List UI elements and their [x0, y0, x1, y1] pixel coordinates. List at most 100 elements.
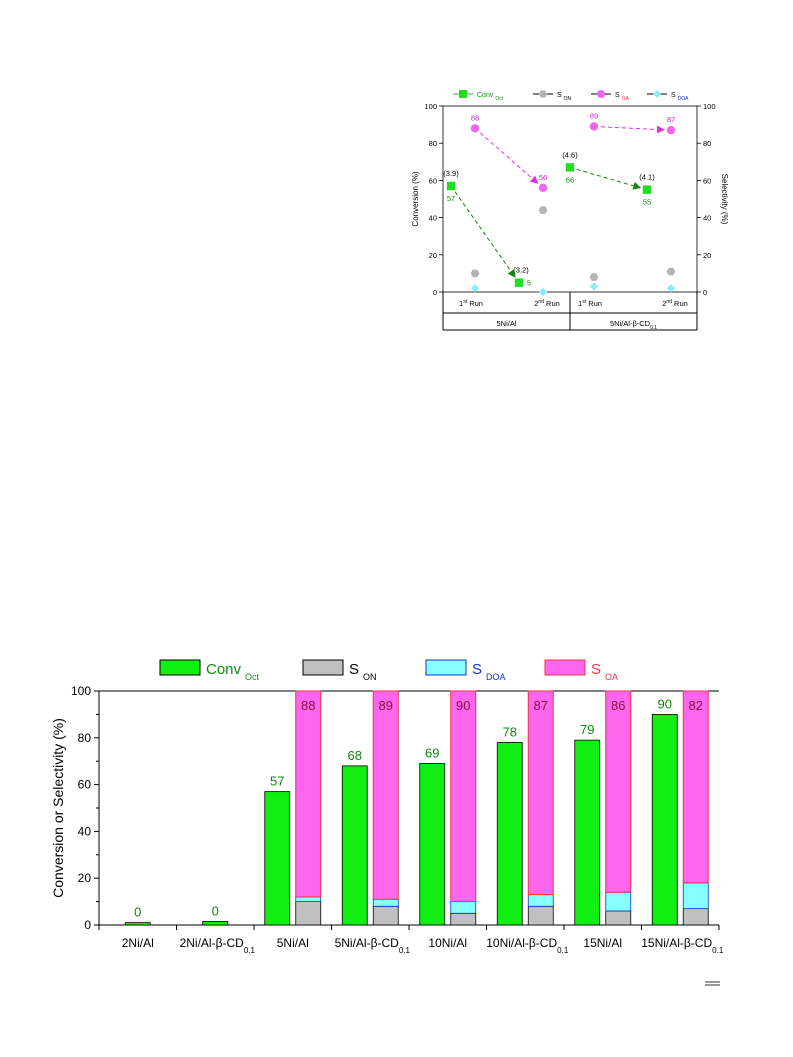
data-label-conversion: 57 — [270, 774, 284, 789]
bar-s-on — [527, 905, 554, 926]
data-label-s-oa: 88 — [301, 698, 315, 713]
legend-sub: Oct — [495, 96, 503, 102]
y-tick-label-right: 100 — [703, 102, 716, 111]
category-name: 15Ni/Al — [583, 936, 622, 950]
y-tick-label-left: 80 — [429, 139, 437, 148]
turnover-label: (3.2) — [513, 266, 529, 275]
category-sub: 0.1 — [557, 946, 569, 955]
bar-conversion — [341, 765, 368, 926]
data-label-s-oa: 82 — [689, 698, 703, 713]
data-label-s-oa: 89 — [379, 698, 393, 713]
category-sub: 0.1 — [712, 946, 724, 955]
legend-sub: OA — [605, 672, 618, 682]
y-tick-label: 100 — [71, 684, 91, 698]
run-number: 1 — [459, 299, 463, 308]
data-label-soa: 56 — [539, 173, 547, 182]
category-name: 2Ni/Al-β-CD — [180, 936, 245, 950]
legend-sub: OA — [622, 96, 630, 102]
legend-main: S — [557, 92, 562, 99]
data-label-soa: 87 — [667, 115, 675, 124]
bar-conversion — [496, 742, 523, 926]
point-soa — [470, 124, 480, 133]
legend-marker-sdoa — [653, 90, 661, 98]
y-tick-label-left: 20 — [429, 251, 437, 260]
x-category-label: 10Ni/Al — [428, 936, 467, 950]
bar-s-on — [682, 908, 709, 926]
legend-sub: ON — [564, 96, 572, 102]
legend-label-son: S ON — [349, 661, 377, 682]
run-ordinal: st — [582, 299, 587, 305]
point-son — [470, 269, 480, 278]
bar-s-doa — [682, 882, 709, 910]
run-label: 2nd Run — [662, 299, 688, 308]
legend-swatch-son — [302, 659, 344, 676]
category-group: 90 82 15Ni/Al-β-CD0.1 — [641, 690, 724, 955]
legend-marker-soa — [597, 90, 605, 98]
data-label-conv: 66 — [566, 175, 574, 184]
y-axis-title-right: Selectivity (%) — [720, 174, 729, 225]
category-name: 2Ni/Al — [122, 936, 154, 950]
trend-arrow-conv — [576, 168, 642, 190]
category-name: 5Ni/Al-β-CD — [335, 936, 400, 950]
x-category-label: 10Ni/Al-β-CD0.1 — [486, 936, 569, 955]
legend-main: S — [591, 661, 601, 678]
trend-arrow-soa — [600, 125, 666, 134]
category-group: 0 2Ni/Al-β-CD0.1 — [180, 903, 256, 955]
point-conv — [642, 185, 652, 194]
bar-conversion — [264, 791, 291, 926]
x-category-label: 15Ni/Al-β-CD0.1 — [641, 936, 724, 955]
bar-s-doa — [372, 898, 399, 907]
legend-label-sdoa: S DOA — [671, 92, 689, 102]
data-label-conversion: 79 — [580, 722, 594, 737]
bar-s-oa — [295, 690, 322, 898]
category-name: 10Ni/Al-β-CD — [486, 936, 557, 950]
x-category-label: 15Ni/Al — [583, 936, 622, 950]
data-label-conversion: 0 — [134, 905, 141, 920]
legend-sub: ON — [363, 672, 377, 682]
y-tick-label-left: 40 — [429, 214, 437, 223]
data-label-conv: 55 — [643, 198, 651, 207]
category-group: 69 90 10Ni/Al — [419, 690, 477, 950]
run-number: 2 — [534, 299, 538, 308]
point-sdoa — [470, 284, 480, 293]
legend-main: Conv — [206, 661, 242, 678]
legend-label-conv: Conv Oct — [206, 661, 260, 682]
data-label-conversion: 90 — [658, 696, 672, 711]
turnover-label: (3.9) — [443, 169, 459, 178]
point-son — [589, 273, 599, 281]
data-label-conversion: 69 — [425, 746, 439, 761]
legend-label-sdoa: S DOA — [472, 661, 506, 682]
run-word: Run — [467, 299, 483, 308]
legend-swatch-conv — [159, 659, 201, 676]
y-tick-label-right: 20 — [703, 251, 711, 260]
point-conv — [514, 278, 524, 287]
point-soa — [666, 125, 676, 135]
group-sub: 0.1 — [650, 325, 657, 331]
y-tick-label-left: 60 — [429, 176, 437, 185]
bar-s-doa — [527, 894, 554, 907]
bar-conversion — [202, 921, 229, 926]
run-word: Run — [586, 299, 602, 308]
catalyst-bar-chart: Conv Oct S ON S DOA S OA 0 20 40 60 80 100 Conversion … — [50, 659, 724, 955]
category-name: 5Ni/Al — [277, 936, 309, 950]
y-tick-label-right: 80 — [703, 139, 711, 148]
turnover-label: (4.6) — [562, 150, 578, 159]
category-group: 78 87 10Ni/Al-β-CD0.1 — [486, 690, 569, 955]
legend-marker-son — [538, 90, 548, 98]
category-name: 15Ni/Al-β-CD — [641, 936, 712, 950]
category-group: 0 2Ni/Al — [122, 905, 154, 950]
category-group: 57 88 5Ni/Al — [264, 690, 322, 950]
point-soa — [589, 122, 599, 131]
run-label: 1st Run — [578, 299, 602, 308]
group-label: 5Ni/Al — [496, 319, 516, 328]
data-label-conversion: 78 — [503, 724, 517, 739]
y-axis-title: Conversion or Selectivity (%) — [50, 718, 66, 898]
legend-marker-conv — [459, 90, 467, 98]
bar-s-oa — [682, 690, 709, 884]
bar-conversion — [419, 763, 446, 926]
legend-main: S — [349, 661, 359, 678]
legend-swatch-soa — [544, 659, 586, 676]
x-category-label: 2Ni/Al — [122, 936, 154, 950]
